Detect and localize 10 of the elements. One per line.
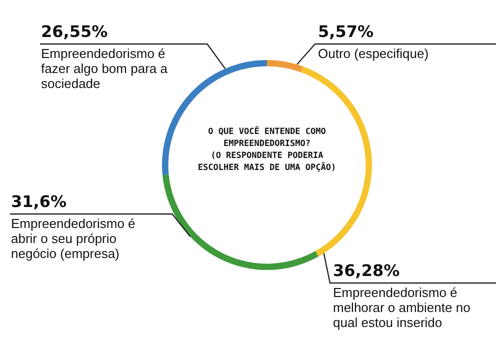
text: (O RESPONDENTE PODERIA ESCOLHER MAIS DE UMA OPÇÃO) bbox=[196, 150, 338, 174]
slice-label: Empreendedorismo é abrir o seu próprio negócio (empresa) bbox=[11, 216, 136, 261]
slice-label: Empreendedorismo é fazer algo bom para a sociedade bbox=[41, 46, 168, 91]
data-label: 5,57% bbox=[318, 22, 375, 43]
text: O QUE VOCÊ ENTENDE COMO EMPREENDEDORISMO? bbox=[207, 126, 327, 150]
data-label: 36,28% bbox=[333, 261, 401, 282]
slice-label: Outro (especifique) bbox=[318, 46, 430, 61]
data-label: 26,55% bbox=[41, 22, 109, 43]
data-label: 31,6% bbox=[11, 192, 68, 213]
slice-label: Empreendedorismo é melhorar o ambiente no qual estou inserido bbox=[333, 285, 472, 330]
